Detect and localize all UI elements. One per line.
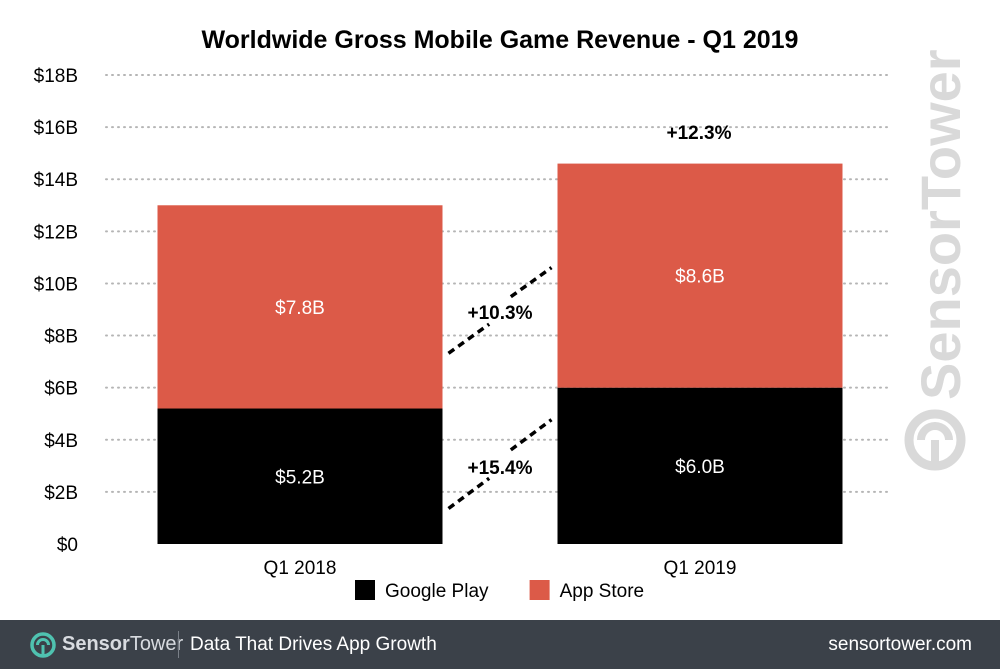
y-tick-label: $4B	[44, 431, 78, 452]
bar-app-store	[557, 163, 843, 388]
footer-site-link[interactable]: sensortower.com	[828, 634, 972, 655]
y-tick-label: $18B	[34, 66, 78, 87]
app-store-growth-connector	[509, 266, 553, 299]
y-tick-label: $10B	[34, 274, 78, 295]
x-axis-categories: Q1 2018 Q1 2019	[264, 558, 737, 579]
y-tick-label: $14B	[34, 170, 78, 191]
footer-brand: SensorTower	[62, 633, 183, 656]
footer-brand-tower: Tower	[129, 633, 184, 655]
total-growth-label: +12.3%	[667, 123, 732, 144]
footer-separator	[178, 631, 179, 658]
y-tick-label: $6B	[44, 379, 78, 400]
legend-swatch	[355, 580, 375, 600]
app-store-growth-connector	[447, 322, 491, 355]
app-store-growth-label: +10.3%	[468, 303, 533, 324]
legend-label: Google Play	[385, 581, 489, 602]
y-axis-ticks: $0 $2B $4B $6B $8B $10B $12B $14B $16B $18B	[34, 66, 78, 556]
google-play-growth-label: +15.4%	[468, 458, 533, 479]
bar-value-label: $8.6B	[675, 267, 725, 288]
y-tick-label: $16B	[34, 118, 78, 139]
legend-swatch	[529, 580, 550, 600]
bar-google-play	[557, 387, 843, 544]
y-tick-label: $0	[57, 535, 78, 556]
bar-value-label: $7.8B	[275, 298, 325, 319]
sensortower-watermark-icon	[904, 409, 966, 471]
google-play-growth-connector	[509, 418, 553, 452]
x-category-label: Q1 2018	[264, 558, 337, 579]
bar-labels: $5.2B $7.8B $6.0B $8.6B	[275, 267, 725, 489]
bar-value-label: $5.2B	[275, 467, 325, 488]
watermark-text: SensorTower	[909, 49, 972, 400]
y-tick-label: $2B	[44, 483, 78, 504]
chart-title: Worldwide Gross Mobile Game Revenue - Q1…	[202, 26, 799, 54]
footer-brand-sensor: Sensor	[62, 633, 130, 655]
y-tick-label: $12B	[34, 222, 78, 243]
bar-app-store	[157, 205, 443, 409]
sensortower-logo-icon	[30, 632, 56, 658]
footer-tagline: Data That Drives App Growth	[190, 634, 437, 655]
y-tick-label: $8B	[44, 327, 78, 348]
bars	[157, 163, 843, 544]
bar-value-label: $6.0B	[675, 457, 725, 478]
x-category-label: Q1 2019	[664, 558, 737, 579]
legend-label: App Store	[560, 581, 645, 602]
watermark: SensorTower	[904, 49, 972, 471]
revenue-chart: Worldwide Gross Mobile Game Revenue - Q1…	[34, 26, 972, 602]
legend: Google Play App Store	[355, 580, 644, 602]
bar-google-play	[157, 408, 443, 544]
footer-bar: SensorTower Data That Drives App Growth …	[0, 620, 1000, 669]
growth-connectors	[447, 266, 553, 510]
google-play-growth-connector	[447, 476, 491, 510]
